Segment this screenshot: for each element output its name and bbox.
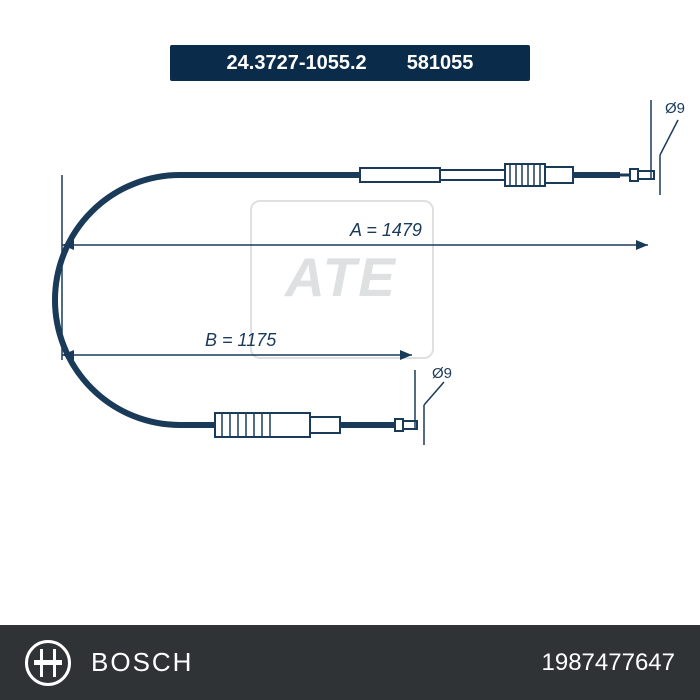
diagram-canvas: 24.3727-1055.2 581055 ATE xyxy=(0,0,700,700)
brand-name: BOSCH xyxy=(91,647,193,678)
footer-part-number: 1987477647 xyxy=(542,649,675,677)
diameter-bottom-label: Ø9 xyxy=(432,365,452,382)
bosch-logo-icon xyxy=(25,640,71,686)
dimension-a-label: A = 1479 xyxy=(350,220,422,241)
cable-drawing xyxy=(0,0,700,620)
footer-bar: BOSCH 1987477647 xyxy=(0,625,700,700)
dimension-b-label: B = 1175 xyxy=(205,330,276,351)
diameter-top-label: Ø9 xyxy=(665,100,685,117)
